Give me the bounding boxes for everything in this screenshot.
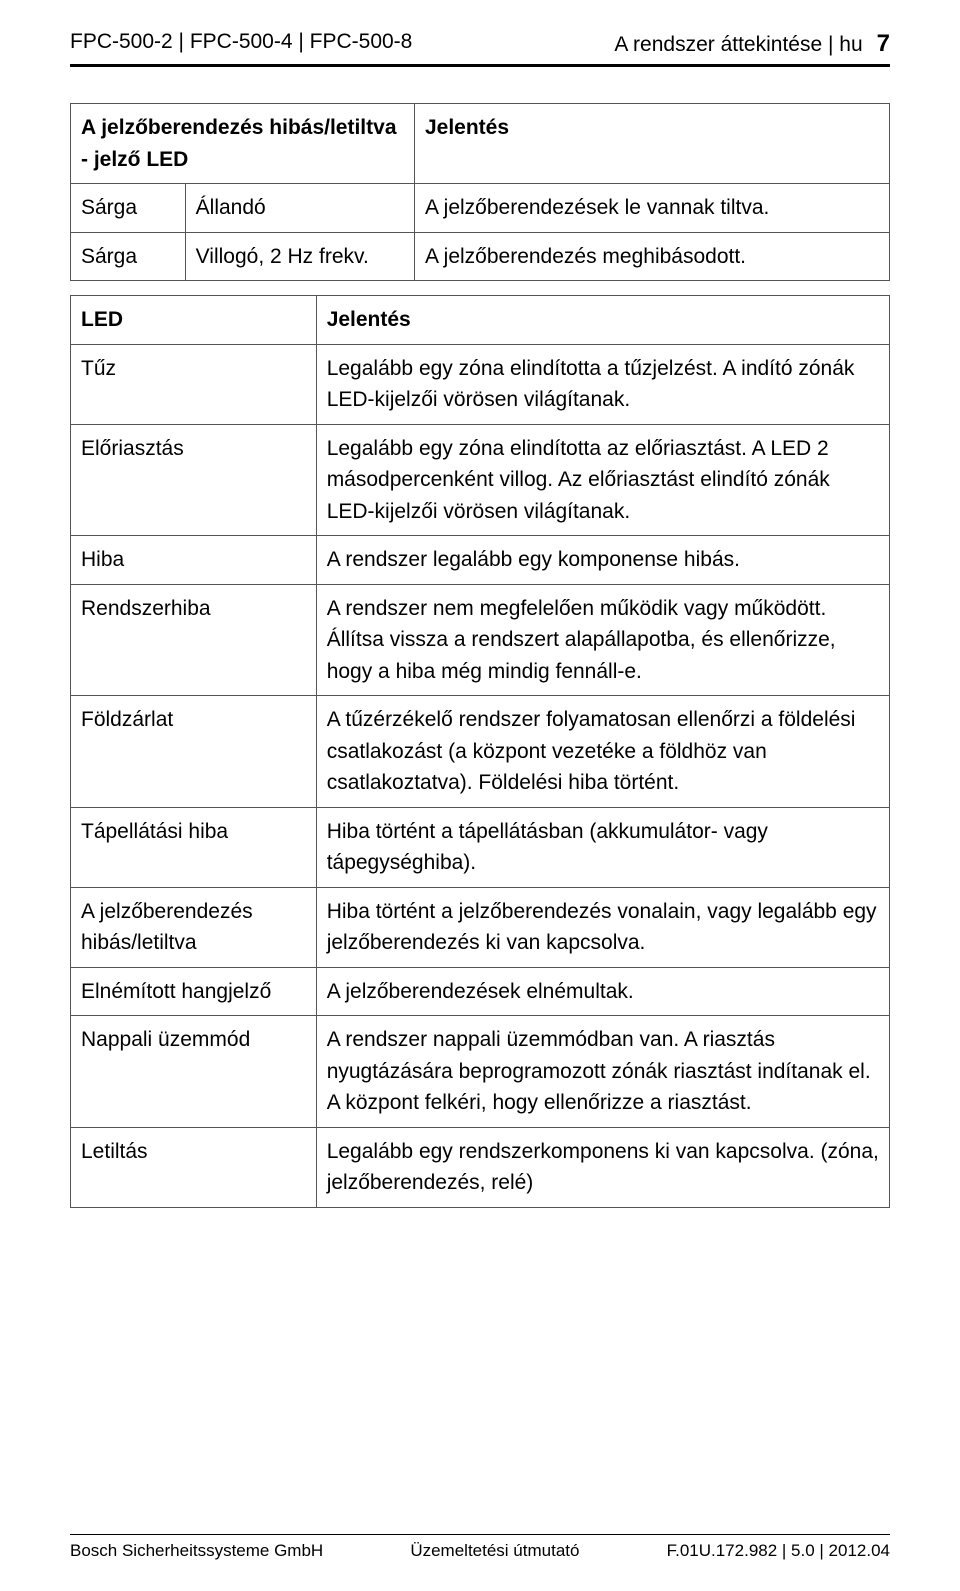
header-page-number: 7 <box>877 30 890 58</box>
cell: A rendszer nem megfelelően működik vagy … <box>316 584 889 696</box>
footer-rule <box>70 1534 890 1535</box>
page-footer: Bosch Sicherheitssysteme GmbH Üzemelteté… <box>70 1534 890 1561</box>
cell: A jelzőberendezés meghibásodott. <box>414 232 889 281</box>
cell: Előriasztás <box>71 424 317 536</box>
cell: Villogó, 2 Hz frekv. <box>185 232 414 281</box>
footer-center: Üzemeltetési útmutató <box>410 1541 579 1561</box>
table-row: Tápellátási hiba Hiba történt a tápellát… <box>71 807 890 887</box>
cell: A jelzőberendezések le vannak tiltva. <box>414 184 889 233</box>
cell: Tápellátási hiba <box>71 807 317 887</box>
footer-row: Bosch Sicherheitssysteme GmbH Üzemelteté… <box>70 1541 890 1561</box>
cell: Elnémított hangjelző <box>71 967 317 1016</box>
table-row: Rendszerhiba A rendszer nem megfelelően … <box>71 584 890 696</box>
cell: A rendszer legalább egy komponense hibás… <box>316 536 889 585</box>
cell: Tűz <box>71 344 317 424</box>
table-row: Sárga Villogó, 2 Hz frekv. A jelzőberend… <box>71 232 890 281</box>
table-row: Letiltás Legalább egy rendszerkomponens … <box>71 1127 890 1207</box>
page-header: FPC-500-2 | FPC-500-4 | FPC-500-8 A rend… <box>70 30 890 64</box>
cell: Hiba <box>71 536 317 585</box>
cell: Rendszerhiba <box>71 584 317 696</box>
cell: A jelzőberendezések elnémultak. <box>316 967 889 1016</box>
footer-left: Bosch Sicherheitssysteme GmbH <box>70 1541 323 1561</box>
table1-header-col2: Jelentés <box>414 104 889 184</box>
page: FPC-500-2 | FPC-500-4 | FPC-500-8 A rend… <box>0 0 960 1591</box>
cell: Hiba történt a tápellátásban (akkumuláto… <box>316 807 889 887</box>
table-led-signal: A jelzőberendezés hibás/letiltva - jelző… <box>70 103 890 281</box>
table-row: A jelzőberendezés hibás/letiltva Hiba tö… <box>71 887 890 967</box>
cell: Legalább egy rendszerkomponens ki van ka… <box>316 1127 889 1207</box>
cell: Nappali üzemmód <box>71 1016 317 1128</box>
table2-header-col2: Jelentés <box>316 296 889 345</box>
cell: A jelzőberendezés hibás/letiltva <box>71 887 317 967</box>
cell: Állandó <box>185 184 414 233</box>
table-row: Előriasztás Legalább egy zóna elindított… <box>71 424 890 536</box>
cell: A tűzérzékelő rendszer folyamatosan elle… <box>316 696 889 808</box>
table-row: Sárga Állandó A jelzőberendezések le van… <box>71 184 890 233</box>
spacer <box>70 281 890 295</box>
cell: Legalább egy zóna elindította az előrias… <box>316 424 889 536</box>
table-row: Elnémított hangjelző A jelzőberendezések… <box>71 967 890 1016</box>
cell: Sárga <box>71 184 186 233</box>
cell: Legalább egy zóna elindította a tűzjelzé… <box>316 344 889 424</box>
footer-right: F.01U.172.982 | 5.0 | 2012.04 <box>667 1541 890 1561</box>
cell: Sárga <box>71 232 186 281</box>
header-left: FPC-500-2 | FPC-500-4 | FPC-500-8 <box>70 30 412 58</box>
table-row: LED Jelentés <box>71 296 890 345</box>
table-row: Hiba A rendszer legalább egy komponense … <box>71 536 890 585</box>
table-row: A jelzőberendezés hibás/letiltva - jelző… <box>71 104 890 184</box>
header-section: A rendszer áttekintése | hu <box>614 33 862 57</box>
table2-header-col1: LED <box>71 296 317 345</box>
cell: Földzárlat <box>71 696 317 808</box>
cell: A rendszer nappali üzemmódban van. A ria… <box>316 1016 889 1128</box>
table-led-meaning: LED Jelentés Tűz Legalább egy zóna elind… <box>70 295 890 1208</box>
table-row: Nappali üzemmód A rendszer nappali üzemm… <box>71 1016 890 1128</box>
cell: Hiba történt a jelzőberendezés vonalain,… <box>316 887 889 967</box>
header-right: A rendszer áttekintése | hu 7 <box>614 30 890 58</box>
table-row: Földzárlat A tűzérzékelő rendszer folyam… <box>71 696 890 808</box>
table1-header-col1: A jelzőberendezés hibás/letiltva - jelző… <box>71 104 415 184</box>
table-row: Tűz Legalább egy zóna elindította a tűzj… <box>71 344 890 424</box>
header-rule <box>70 64 890 67</box>
cell: Letiltás <box>71 1127 317 1207</box>
